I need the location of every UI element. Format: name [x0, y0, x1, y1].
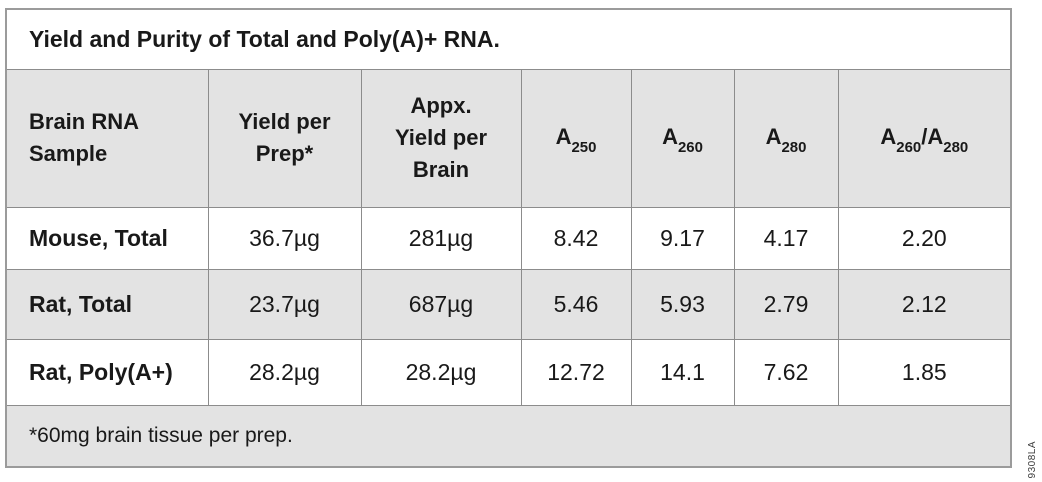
- table-row-rat-polya: Rat, Poly(A+) 28.2µg 28.2µg 12.72 14.1 7…: [5, 338, 1012, 406]
- absorbance-subscript: 280: [943, 138, 969, 156]
- absorbance-symbol: A: [880, 124, 897, 150]
- table-row-rat-total: Rat, Total 23.7µg 687µg 5.46 5.93 2.79 2…: [5, 268, 1012, 340]
- header-row: Brain RNA Sample Yield per Prep* Appx. Y…: [5, 68, 1012, 208]
- a260-a280-ratio-value: 1.85: [837, 338, 1012, 406]
- header-line: Appx.: [410, 93, 472, 119]
- yield-per-brain-value: 687µg: [360, 268, 522, 340]
- column-header-a250: A250: [520, 68, 632, 208]
- a250-value: 5.46: [520, 268, 632, 340]
- header-line: Brain: [412, 156, 470, 182]
- header-line: Prep*: [255, 141, 314, 166]
- yield-per-prep-value: 23.7µg: [207, 268, 362, 340]
- table-row-mouse-total: Mouse, Total 36.7µg 281µg 8.42 9.17 4.17…: [5, 206, 1012, 270]
- yield-per-brain-value: 28.2µg: [360, 338, 522, 406]
- header-line: Brain RNA: [29, 109, 140, 135]
- a250-value: 12.72: [520, 338, 632, 406]
- column-header-sample: Brain RNA Sample: [5, 68, 209, 208]
- header-line: Yield per: [394, 125, 488, 151]
- a260-a280-ratio-value: 2.20: [837, 206, 1012, 270]
- yield-per-prep-value: 36.7µg: [207, 206, 362, 270]
- a260-value: 14.1: [630, 338, 735, 406]
- table-title: Yield and Purity of Total and Poly(A)+ R…: [5, 8, 1012, 70]
- a280-value: 7.62: [733, 338, 839, 406]
- a280-value: 2.79: [733, 268, 839, 340]
- absorbance-symbol: A: [927, 124, 944, 150]
- header-line: Sample: [29, 141, 108, 166]
- a260-value: 5.93: [630, 268, 735, 340]
- title-row: Yield and Purity of Total and Poly(A)+ R…: [5, 8, 1012, 70]
- sample-name: Rat, Poly(A+): [5, 338, 209, 406]
- yield-per-prep-value: 28.2µg: [207, 338, 362, 406]
- a260-value: 9.17: [630, 206, 735, 270]
- a280-value: 4.17: [733, 206, 839, 270]
- header-line: Yield per: [238, 109, 331, 135]
- sample-name: Mouse, Total: [5, 206, 209, 270]
- absorbance-subscript: 280: [781, 138, 807, 156]
- column-header-a260-a280-ratio: A260/A280: [837, 68, 1012, 208]
- absorbance-symbol: A: [555, 124, 572, 150]
- figure-code-label: 9308LA: [1027, 440, 1038, 478]
- a260-a280-ratio-value: 2.12: [837, 268, 1012, 340]
- rna-yield-purity-table: Yield and Purity of Total and Poly(A)+ R…: [5, 8, 1013, 468]
- column-header-a280: A280: [733, 68, 839, 208]
- table-footnote: *60mg brain tissue per prep.: [5, 404, 1012, 468]
- sample-name: Rat, Total: [5, 268, 209, 340]
- column-header-yield-per-prep: Yield per Prep*: [207, 68, 362, 208]
- footnote-row: *60mg brain tissue per prep.: [5, 404, 1012, 468]
- ratio-separator: /: [921, 124, 928, 150]
- absorbance-subscript: 260: [677, 138, 703, 156]
- column-header-yield-per-brain: Appx. Yield per Brain: [360, 68, 522, 208]
- a250-value: 8.42: [520, 206, 632, 270]
- column-header-a260: A260: [630, 68, 735, 208]
- absorbance-symbol: A: [662, 124, 678, 150]
- absorbance-subscript: 260: [896, 138, 922, 156]
- absorbance-symbol: A: [765, 124, 782, 150]
- yield-per-brain-value: 281µg: [360, 206, 522, 270]
- absorbance-subscript: 250: [571, 138, 597, 156]
